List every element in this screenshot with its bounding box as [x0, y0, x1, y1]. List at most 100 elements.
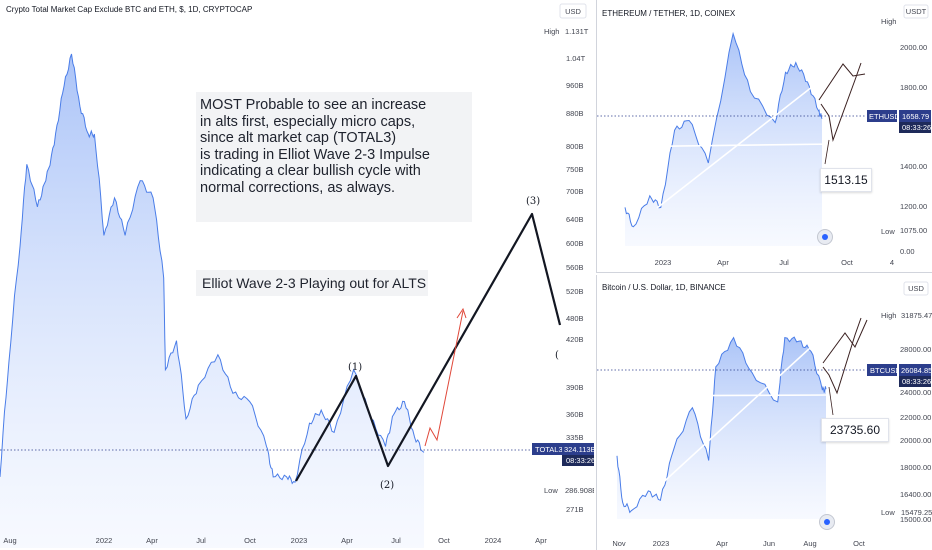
eth-area-fill [625, 33, 822, 247]
btc-x-axis[interactable]: Nov 2023 Apr Jun Aug Oct [612, 539, 865, 548]
total3-low-label: Low [544, 486, 558, 495]
eth-low-label: Low [881, 227, 895, 236]
eth-price-badge [899, 110, 931, 122]
note-line: MOST Probable to see an increase [200, 97, 427, 113]
total3-low-value: 286.908B [565, 486, 594, 495]
eth-currency-label: USDT [906, 7, 927, 16]
eth-x-tick-label: 2023 [655, 258, 672, 267]
wave-1-label: (1) [348, 362, 362, 373]
total3-high-label: High [544, 27, 559, 36]
btc-target-callout: 23735.60 [821, 418, 889, 442]
eth-y-tick-label: 1800.00 [900, 83, 927, 92]
total3-area-fill [0, 54, 424, 548]
btc-currency-button[interactable] [903, 281, 929, 296]
total3-title: Crypto Total Market Cap Exclude BTC and … [6, 5, 252, 14]
note-line: normal corrections, as always. [200, 179, 396, 196]
btc-countdown-badge [899, 376, 931, 387]
total3-chart-svg[interactable]: Crypto Total Market Cap Exclude BTC and … [0, 0, 594, 550]
total3-countdown-badge [562, 455, 594, 466]
eth-y-axis[interactable]: USDT High 2000.00 1800.00 1400.00 1200.00 10… [867, 4, 931, 256]
total3-x-tick-label: Oct [244, 536, 257, 545]
btc-price-badge [899, 364, 931, 376]
btc-x-tick-label: 2023 [653, 539, 670, 548]
eth-x-tick-label: Jul [779, 258, 789, 267]
total3-x-tick-label: Apr [535, 536, 547, 545]
total3-x-tick-label: Oct [438, 536, 451, 545]
eth-y-tick-label: 2000.00 [900, 43, 927, 52]
btc-y-tick-label: 16400.00 [900, 490, 931, 499]
analysis-note: MOST Probable to see an increase in alts… [196, 92, 472, 222]
note-line: in alts first, especially micro caps, [200, 113, 416, 130]
btc-x-tick-label: Oct [853, 539, 866, 548]
btc-symbol: BTCUSD [870, 366, 901, 375]
eth-chart-svg[interactable]: ETHEREUM / TETHER, 1D, COINEX USDT High … [597, 0, 932, 272]
btc-callout-pointer [828, 386, 834, 416]
eth-callout-pointer [824, 139, 830, 165]
eth-last-price: 1658.79 [902, 112, 929, 121]
total3-y-tick-label: 960B [566, 81, 584, 90]
btc-projection-path [822, 317, 862, 395]
total3-x-axis[interactable]: Aug 2022 Apr Jul Oct 2023 Apr Jul Oct 2024 Apr [3, 536, 547, 545]
eth-y-tick-label: 1400.00 [900, 162, 927, 171]
total3-y-tick-label: 560B [566, 263, 584, 272]
total3-y-tick-label: 640B [566, 215, 584, 224]
eth-y-tick-label: 1200.00 [900, 202, 927, 211]
btc-currency-label: USD [908, 284, 924, 293]
wave-2-label: (2) [380, 480, 394, 491]
btc-last-price: 26084.85 [901, 366, 932, 375]
total3-currency-label: USD [565, 7, 581, 16]
eth-projection-path-2 [818, 63, 866, 101]
btc-high-label: High [881, 311, 896, 320]
btc-y-tick-label: 28000.00 [900, 345, 931, 354]
eth-title: ETHEREUM / TETHER, 1D, COINEX [602, 9, 736, 18]
total3-y-tick-label: 600B [566, 239, 584, 248]
total3-last-price: 324.113B [564, 445, 594, 454]
eth-x-tick-label: Apr [717, 258, 729, 267]
btc-y-tick-label: 20000.00 [900, 436, 931, 445]
tradingview-logo-icon[interactable] [819, 514, 835, 530]
total3-x-tick-label: Jul [196, 536, 206, 545]
elliott-wave-projection [295, 212, 562, 482]
total3-x-tick-label: Apr [341, 536, 353, 545]
eth-countdown: 08:33:26 [902, 123, 931, 132]
total3-chart-panel[interactable]: Crypto Total Market Cap Exclude BTC and … [0, 0, 594, 550]
btc-projection-path-2 [822, 319, 868, 364]
eth-y-tick-label: 0.00 [900, 247, 915, 256]
btc-chart-svg[interactable]: Bitcoin / U.S. Dollar, 1D, BINANCE USD H… [597, 275, 932, 550]
eth-chart-panel[interactable]: ETHEREUM / TETHER, 1D, COINEX USDT High … [596, 0, 932, 273]
total3-high-value: 1.131T [565, 27, 589, 36]
total3-countdown: 08:33:26 [566, 456, 594, 465]
eth-countdown-badge [899, 122, 931, 133]
total3-y-tick-label: 335B [566, 433, 584, 442]
eth-x-tick-label: 4 [890, 258, 894, 267]
eth-currency-button[interactable] [903, 4, 929, 19]
btc-chart-panel[interactable]: Bitcoin / U.S. Dollar, 1D, BINANCE USD H… [596, 275, 932, 550]
eth-y-tick-label: 1075.00 [900, 226, 927, 235]
total3-y-tick-label: 880B [566, 109, 584, 118]
eth-high-label: High [881, 17, 896, 26]
tradingview-logo-icon[interactable] [817, 229, 833, 245]
wave-3-label: (3) [526, 196, 540, 207]
btc-support-line [597, 394, 836, 397]
note-line: since alt market cap (TOTAL3) [200, 130, 397, 146]
total3-currency-button[interactable] [559, 3, 587, 19]
btc-y-axis[interactable]: USD High 31875.47 28000.00 24000.00 22000.… [867, 281, 932, 524]
total3-symbol: TOTAL3 [535, 445, 563, 454]
total3-price-line [0, 53, 425, 485]
total3-y-axis[interactable]: USD High 1.131T 1.04T 960B 880B 800B 750B 700… [532, 3, 594, 514]
eth-trendline [656, 68, 836, 209]
btc-x-tick-label: Jun [763, 539, 775, 548]
total3-x-tick-label: 2024 [485, 536, 502, 545]
total3-y-tick-label: 520B [566, 287, 584, 296]
btc-y-tick-label: 22000.00 [900, 413, 931, 422]
total3-y-tick-label: 1.04T [566, 54, 586, 63]
eth-symbol-badge [867, 110, 897, 122]
total3-x-tick-label: Jul [391, 536, 401, 545]
eth-x-axis[interactable]: 2023 Apr Jul Oct 4 [655, 258, 894, 267]
note-line: is trading in Elliot Wave 2-3 Impulse [200, 146, 430, 163]
eth-x-tick-label: Oct [841, 258, 854, 267]
btc-symbol-badge [867, 364, 897, 376]
total3-x-tick-label: 2023 [291, 536, 308, 545]
btc-x-tick-label: Apr [716, 539, 728, 548]
